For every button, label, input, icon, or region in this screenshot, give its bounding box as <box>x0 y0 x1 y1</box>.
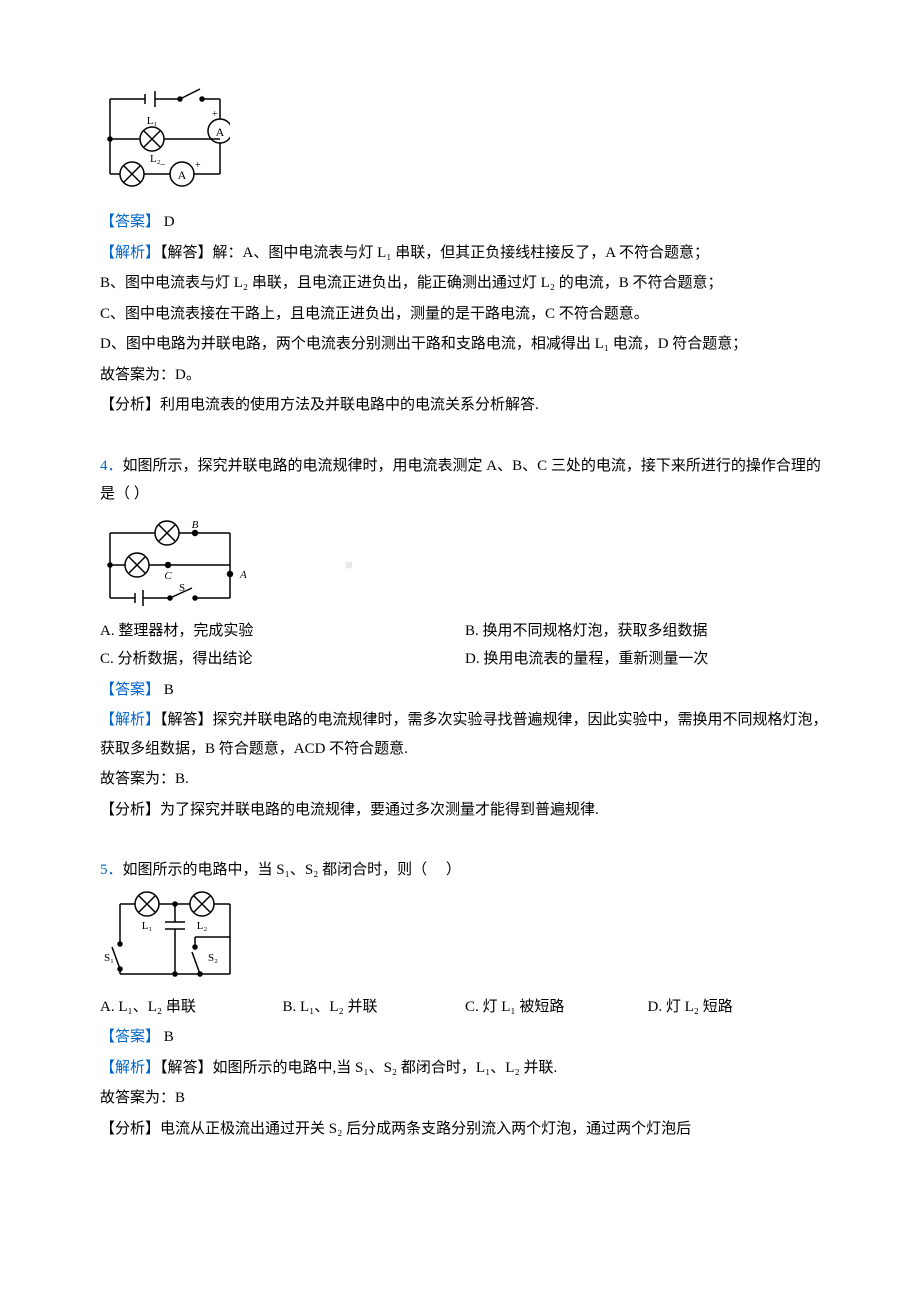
q4-answer-line: 【答案】 B <box>100 676 830 705</box>
q4-option-b: B. 换用不同规格灯泡，获取多组数据 <box>465 617 830 646</box>
q3-analysis-3: C、图中电流表接在干路上，且电流正进负出，测量的是干路电流，C 不符合题意。 <box>100 300 830 329</box>
svg-text:L₁: L₁ <box>147 115 158 127</box>
svg-text:A: A <box>216 125 225 139</box>
analysis-label: 【解析】 <box>100 245 160 261</box>
analysis-text: 【解答】如图所示的电路中,当 S₁、S₂ 都闭合时，L₁、L₂ 并联. <box>160 1060 557 1076</box>
q4-analysis-2: 故答案为：B. <box>100 765 830 794</box>
q5-answer-line: 【答案】 B <box>100 1023 830 1052</box>
analysis-text: 【解答】探究并联电路的电流规律时，需多次实验寻找普遍规律，因此实验中，需换用不同… <box>100 712 828 757</box>
svg-text:A: A <box>178 168 187 182</box>
q4-options: A. 整理器材，完成实验 B. 换用不同规格灯泡，获取多组数据 C. 分析数据，… <box>100 617 830 674</box>
analysis-label: 【解析】 <box>100 712 160 728</box>
svg-text:C: C <box>164 570 172 582</box>
analysis-text: 【解答】解：A、图中电流表与灯 L₁ 串联，但其正负接线柱接反了，A 不符合题意… <box>160 245 709 261</box>
q5-analysis-3: 【分析】电流从正极流出通过开关 S₂ 后分成两条支路分别流入两个灯泡，通过两个灯… <box>100 1115 830 1144</box>
svg-text:S: S <box>179 582 185 594</box>
svg-text:L₂: L₂ <box>197 920 208 932</box>
answer-letter: B <box>160 682 174 698</box>
q5-analysis-2: 故答案为：B <box>100 1084 830 1113</box>
q4-number: 4． <box>100 458 123 474</box>
svg-text:−: − <box>160 160 166 171</box>
q4-circuit-diagram: B C A S ■ <box>100 513 830 613</box>
q3-analysis-2: B、图中电流表与灯 L₂ 串联，且电流正进负出，能正确测出通过灯 L₂ 的电流，… <box>100 269 830 298</box>
svg-text:S₁: S₁ <box>104 952 114 964</box>
q5-stem-text: 如图所示的电路中，当 S₁、S₂ 都闭合时，则（ ） <box>123 862 461 878</box>
q3-analysis-4: D、图中电路为并联电路，两个电流表分别测出干路和支路电流，相减得出 L₁ 电流，… <box>100 330 830 359</box>
answer-label: 【答案】 <box>100 1029 160 1045</box>
q3-circuit-diagram: A + L₁ L₂ − + A <box>100 84 830 204</box>
q3-analysis-5: 故答案为：D。 <box>100 361 830 390</box>
answer-letter: D <box>160 214 175 230</box>
answer-label: 【答案】 <box>100 214 160 230</box>
answer-letter: B <box>160 1029 174 1045</box>
q4-option-d: D. 换用电流表的量程，重新测量一次 <box>465 645 830 674</box>
q4-analysis-1: 【解析】【解答】探究并联电路的电流规律时，需多次实验寻找普遍规律，因此实验中，需… <box>100 706 830 763</box>
q5-option-a: A. L₁、L₂ 串联 <box>100 993 283 1022</box>
q5-circuit-diagram: L₁ L₂ S₁ S₂ <box>100 889 830 989</box>
svg-text:S₂: S₂ <box>208 952 218 964</box>
q5-option-d: D. 灯 L₂ 短路 <box>648 993 831 1022</box>
q5-stem: 5．如图所示的电路中，当 S₁、S₂ 都闭合时，则（ ） <box>100 856 830 885</box>
svg-text:L₁: L₁ <box>142 920 153 932</box>
q3-answer-line: 【答案】 D <box>100 208 830 237</box>
q3-analysis-1: 【解析】【解答】解：A、图中电流表与灯 L₁ 串联，但其正负接线柱接反了，A 不… <box>100 239 830 268</box>
q4-analysis-3: 【分析】为了探究并联电路的电流规律，要通过多次测量才能得到普遍规律. <box>100 796 830 825</box>
q4-stem-text: 如图所示，探究并联电路的电流规律时，用电流表测定 A、B、C 三处的电流，接下来… <box>100 458 821 503</box>
q4-option-c: C. 分析数据，得出结论 <box>100 645 465 674</box>
q5-options: A. L₁、L₂ 串联 B. L₁、L₂ 并联 C. 灯 L₁ 被短路 D. 灯… <box>100 993 830 1022</box>
q5-analysis-1: 【解析】【解答】如图所示的电路中,当 S₁、S₂ 都闭合时，L₁、L₂ 并联. <box>100 1054 830 1083</box>
q3-analysis-6: 【分析】利用电流表的使用方法及并联电路中的电流关系分析解答. <box>100 391 830 420</box>
svg-text:B: B <box>192 519 199 531</box>
q5-option-b: B. L₁、L₂ 并联 <box>283 993 466 1022</box>
watermark-dot: ■ <box>345 553 353 578</box>
svg-text:+: + <box>195 160 201 171</box>
svg-text:+: + <box>212 109 218 120</box>
q4-option-a: A. 整理器材，完成实验 <box>100 617 465 646</box>
svg-text:A: A <box>239 569 247 581</box>
analysis-label: 【解析】 <box>100 1060 160 1076</box>
q5-option-c: C. 灯 L₁ 被短路 <box>465 993 648 1022</box>
q5-number: 5． <box>100 862 123 878</box>
answer-label: 【答案】 <box>100 682 160 698</box>
q4-stem: 4．如图所示，探究并联电路的电流规律时，用电流表测定 A、B、C 三处的电流，接… <box>100 452 830 509</box>
